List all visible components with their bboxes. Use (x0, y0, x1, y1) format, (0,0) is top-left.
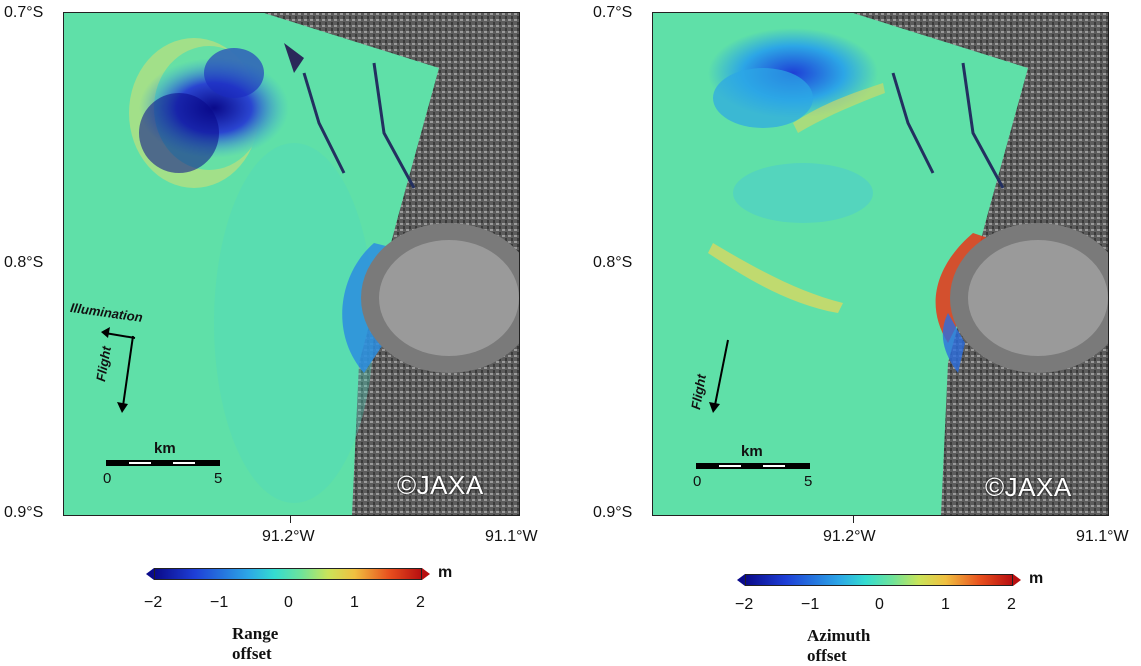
colorbar-min-arrow (146, 568, 154, 580)
colorbar-max-arrow (422, 568, 430, 580)
lon-tick-912 (290, 515, 291, 523)
scale-unit: km (154, 440, 176, 457)
lon-label-912: 91.2°W (823, 528, 876, 545)
colorbar-min-arrow (737, 574, 745, 586)
lat-label-08: 0.8°S (4, 254, 44, 271)
lat-label-07: 0.7°S (593, 4, 633, 21)
colorbar-tick: −1 (801, 596, 820, 613)
azimuth-offset-panel: 0.7°S 0.8°S 0.9°S (570, 0, 1140, 665)
colorbar-tick: 0 (284, 594, 293, 611)
jaxa-credit: ©JAXA (985, 472, 1072, 502)
lat-label-08: 0.8°S (593, 254, 633, 271)
illumination-flight-arrows (101, 327, 136, 413)
range-offset-map (63, 12, 520, 516)
range-offset-panel: 0.7°S 0.8°S 0.9°S (0, 0, 570, 663)
jaxa-credit: ©JAXA (397, 470, 484, 500)
colorbar-unit: m (438, 564, 453, 581)
colorbar-tick: 0 (875, 596, 884, 613)
lon-tick-912 (853, 515, 854, 523)
scale-end: 5 (214, 470, 223, 487)
colorbar-tick: −2 (735, 596, 754, 613)
colorbar-tick: 1 (941, 596, 950, 613)
lon-label-911: 91.1°W (1076, 528, 1129, 545)
colorbar-title: Azimuth offset (807, 626, 871, 665)
lat-label-09: 0.9°S (593, 504, 633, 521)
lat-label-07: 0.7°S (4, 4, 44, 21)
lon-label-911: 91.1°W (485, 528, 538, 545)
colorbar-gradient (745, 574, 1013, 586)
scale-unit: km (741, 443, 763, 460)
colorbar-tick: 1 (350, 594, 359, 611)
colorbar-max-arrow (1013, 574, 1021, 586)
flight-arrow (709, 339, 729, 413)
colorbar-tick: 2 (416, 594, 425, 611)
scale-start: 0 (693, 473, 702, 490)
colorbar-tick: −2 (144, 594, 163, 611)
azimuth-offset-map (652, 12, 1109, 516)
lon-label-912: 91.2°W (262, 528, 315, 545)
lat-label-09: 0.9°S (4, 504, 44, 521)
colorbar-gradient (154, 568, 422, 580)
azimuth-offset-image (653, 13, 1108, 515)
scale-end: 5 (804, 473, 813, 490)
colorbar-title: Range offset (232, 624, 279, 663)
colorbar-unit: m (1029, 570, 1044, 587)
scale-bar-line (696, 463, 810, 469)
range-offset-image (64, 13, 519, 515)
colorbar-tick: −1 (210, 594, 229, 611)
scale-start: 0 (103, 470, 112, 487)
scale-bar-line (106, 460, 220, 466)
colorbar-tick: 2 (1007, 596, 1016, 613)
